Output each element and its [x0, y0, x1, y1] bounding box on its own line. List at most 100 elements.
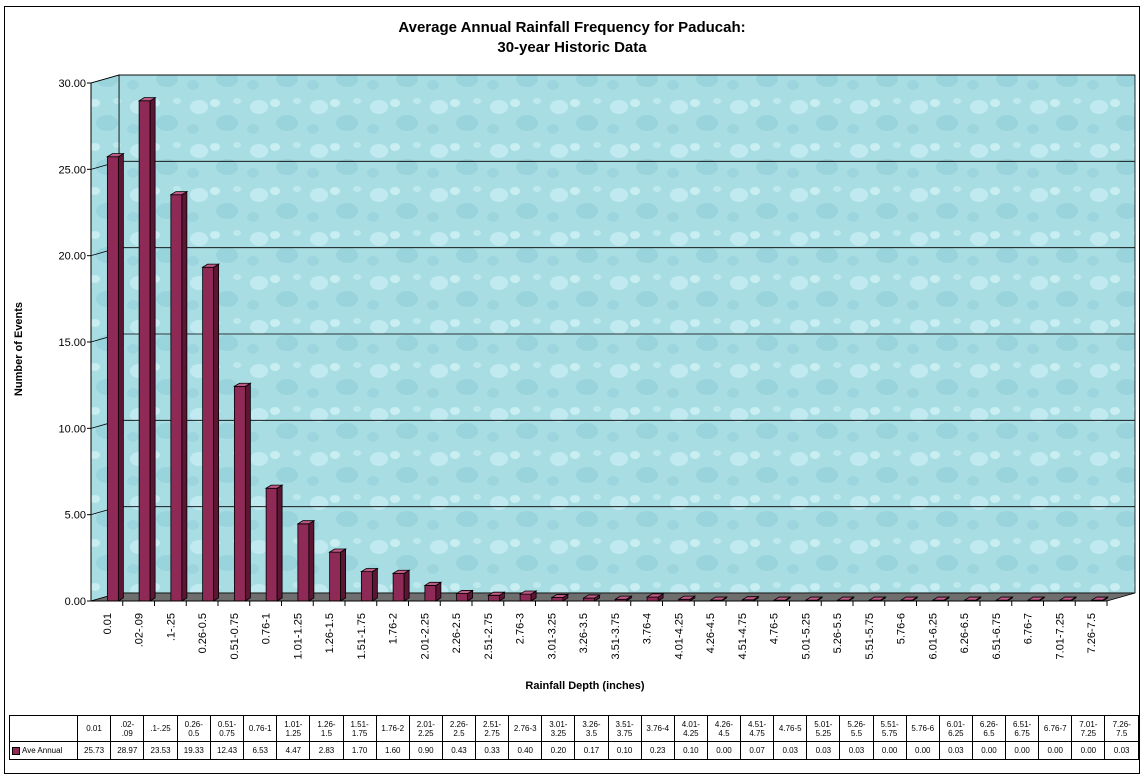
data-table-value-cell: 19.33 [176, 741, 211, 760]
y-tick-label: 15.00 [58, 337, 86, 349]
bar [296, 519, 316, 602]
data-table-value-cell: 1.70 [342, 741, 377, 760]
data-table-value-cell: 0.00 [971, 741, 1007, 760]
data-table-value-cell: 0.10 [673, 741, 708, 760]
data-table-value-cell: 25.73 [76, 741, 112, 760]
data-table-header-cell: 6.76-7 [1038, 715, 1073, 742]
gridlines [90, 74, 1135, 516]
y-axis: 0.00 5.00 10.00 15.00 20.00 25.00 30.00 [58, 78, 92, 608]
y-tick-label: 25.00 [58, 164, 86, 176]
y-tick-label: 5.00 [65, 510, 86, 522]
bar-top [1058, 596, 1078, 601]
bar-top [391, 569, 411, 574]
bar [486, 591, 506, 602]
bar-side [276, 484, 283, 602]
bar-side [149, 96, 156, 602]
bar-side [403, 569, 410, 602]
data-table-value-cell: 0.40 [508, 741, 543, 760]
data-table-header-cell: 3.76-4 [640, 715, 675, 742]
data-table-value-cell: 0.00 [706, 741, 742, 760]
y-tick-label: 10.00 [58, 423, 86, 435]
data-table-value-cell: 0.90 [408, 741, 443, 760]
bar-side [181, 190, 188, 602]
x-tick-label: 4.26-4.5 [705, 613, 717, 653]
bar-top [455, 590, 475, 594]
bar-top [931, 596, 951, 601]
data-table-header-cell: 6.26- 6.5 [971, 715, 1007, 742]
x-tick-label: 7.01-7.25 [1054, 613, 1066, 659]
bar-front [551, 597, 564, 602]
data-table-value-cell: 0.03 [839, 741, 874, 760]
x-tick-label: 0.01 [102, 613, 114, 634]
x-tick-label: 6.76-7 [1023, 613, 1035, 644]
x-tick-label: .02-.09 [134, 613, 146, 647]
y-tick-label: 0.00 [65, 596, 86, 608]
bar [264, 484, 284, 602]
data-table-value-cell: 0.10 [607, 741, 642, 760]
bar-top [201, 263, 221, 268]
data-table-value-cell: 0.00 [905, 741, 940, 760]
data-table-header-cell: 2.76-3 [508, 715, 543, 742]
legend-swatch [12, 746, 20, 755]
bar [550, 593, 570, 602]
bar-top [359, 568, 379, 573]
data-table-header-cell: 1.26- 1.5 [309, 715, 344, 742]
data-table-header-cell: 6.51- 6.75 [1005, 715, 1040, 742]
chart-title: Average Annual Rainfall Frequency for Pa… [398, 19, 746, 36]
data-table-header-cell: 0.51- 0.75 [209, 715, 245, 742]
bar-top [1026, 596, 1046, 601]
bar-top [740, 596, 760, 601]
bar-side [308, 519, 315, 602]
x-tick-label: 2.26-2.5 [451, 613, 463, 653]
x-tick-label: 7.26-7.5 [1086, 613, 1098, 653]
data-table-header-cell: 7.01- 7.25 [1071, 715, 1106, 742]
bar-front [392, 572, 405, 602]
data-table-header-cell: 5.51- 5.75 [872, 715, 907, 742]
x-tick-label: 3.76-4 [642, 613, 654, 644]
data-table-value-cell: 12.43 [209, 741, 245, 760]
data-table-value-cell: 0.00 [872, 741, 907, 760]
bar-top [486, 591, 506, 596]
bar-front [297, 523, 310, 602]
data-table-header-cell: 5.01- 5.25 [806, 715, 841, 742]
bar-top [899, 596, 919, 601]
bar-top [804, 596, 824, 601]
bar [645, 593, 665, 602]
bar [137, 96, 157, 602]
data-table-corner [9, 715, 78, 742]
data-table: 0.01.02- .09.1-.25 0.26- 0.5 0.51- 0.75 0.76-1… [9, 715, 1139, 760]
x-tick-label: 5.01-5.25 [800, 613, 812, 659]
data-table-header-cell: 3.01- 3.25 [541, 715, 576, 742]
bar-top [677, 595, 697, 600]
x-tick-label: 2.01-2.25 [419, 613, 431, 659]
bar-front [265, 487, 278, 602]
data-table-header-cell: 0.26- 0.5 [176, 715, 211, 742]
bar-top [772, 596, 792, 601]
x-tick-label: 2.51-2.75 [483, 613, 495, 659]
bar [328, 548, 348, 602]
data-table-header-cell: 3.26- 3.5 [574, 715, 609, 742]
y-axis-label: Number of Events [13, 301, 25, 397]
bar-top [582, 594, 602, 599]
chart-subtitle: 30-year Historic Data [497, 39, 647, 56]
bar-top [550, 594, 570, 598]
bar [423, 581, 443, 602]
bars [105, 96, 1110, 602]
x-tick-label: 1.51-1.75 [356, 613, 368, 659]
data-table-header-cell: 1.01- 1.25 [276, 715, 311, 742]
data-table-value-cell: 0.07 [740, 741, 775, 760]
bar [169, 190, 189, 602]
bar-side [244, 382, 251, 602]
bar-top [836, 596, 856, 601]
data-table-value-cell: 0.17 [574, 741, 609, 760]
data-table-value-cell: 0.00 [1038, 741, 1073, 760]
data-table-value-cell: 0.00 [1005, 741, 1040, 760]
data-table-header-cell: 1.51- 1.75 [342, 715, 377, 742]
legend-label: Ave Annual [22, 746, 63, 755]
bar-top [1090, 596, 1110, 601]
bar-front [519, 593, 532, 602]
bar [613, 595, 633, 602]
data-table-header-cell: .1-.25 [143, 715, 178, 742]
bar [201, 263, 221, 602]
data-table-header-cell: 0.76-1 [243, 715, 278, 742]
